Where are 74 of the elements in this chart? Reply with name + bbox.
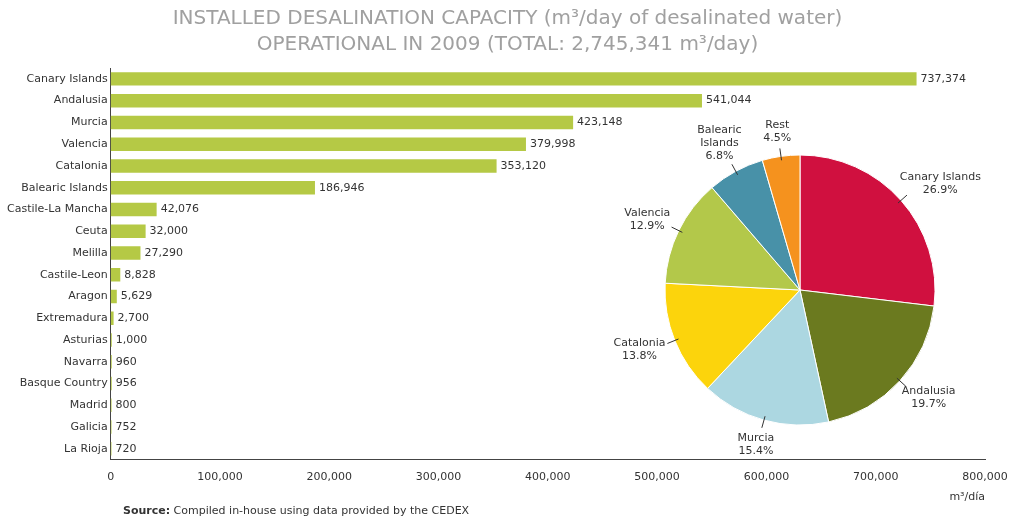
data-label: 960 (115, 354, 137, 368)
data-label: 27,290 (144, 245, 183, 259)
x-tick-label: 300,000 (415, 470, 462, 484)
y-tick-label: Canary Islands (26, 71, 108, 85)
bar (110, 159, 497, 173)
x-tick-label: 700,000 (852, 470, 899, 484)
slice-label: Balearic Islands (697, 123, 742, 150)
y-tick-label: Castile-Leon (39, 267, 108, 281)
bar (110, 246, 141, 260)
chart-title: INSTALLED DESALINATION CAPACITY (m³/day of desalinated water) OPERATIONAL IN 2009 (TOTAL: 2,745,341 m³/day) (171, 4, 844, 56)
bar (110, 289, 117, 304)
data-label: 752 (115, 419, 137, 433)
bar (110, 180, 315, 195)
data-label: 737,374 (920, 71, 967, 85)
x-tick-label: 500,000 (634, 470, 680, 484)
bar (110, 72, 917, 86)
bar (110, 137, 526, 151)
slice-label: Canary Islands (899, 170, 982, 184)
data-label: 186,946 (318, 180, 365, 194)
x-tick-label: 600,000 (743, 470, 790, 484)
x-axis-title: m³/día (949, 490, 985, 504)
y-tick-label: Galicia (70, 419, 108, 433)
data-label: 4.5% (763, 130, 792, 144)
data-label: 379,998 (529, 137, 576, 150)
bar (110, 311, 114, 325)
y-tick-label: Balearic Islands (21, 180, 108, 194)
bar (110, 202, 157, 217)
x-tick-label: 800,000 (962, 470, 1008, 484)
data-label: 423,148 (577, 115, 623, 129)
data-label: 2,700 (117, 311, 150, 325)
bar (110, 267, 121, 282)
x-tick-label: 400,000 (525, 470, 571, 484)
x-tick-label: 200,000 (306, 470, 352, 484)
y-tick-label: Murcia (71, 115, 108, 129)
data-label: 42,076 (160, 202, 200, 216)
slice-label: Rest (765, 117, 790, 131)
data-label: 8,828 (124, 267, 156, 281)
y-tick-label: Aragon (68, 289, 108, 303)
data-label: 720 (115, 441, 137, 455)
data-label: 26.9% (922, 183, 958, 197)
data-label: 13.8% (622, 349, 658, 363)
y-tick-label: Ceuta (75, 224, 108, 238)
y-tick-label: Castile-La Mancha (6, 202, 108, 216)
data-label: 15.4% (738, 443, 774, 457)
y-tick-label: La Rioja (64, 441, 108, 455)
slice-label: Andalusia (901, 384, 956, 398)
y-tick-label: Andalusia (53, 93, 108, 107)
data-label: 800 (115, 398, 137, 412)
slice-label: Murcia (737, 430, 775, 444)
data-label: 19.7% (911, 397, 947, 411)
data-label: 5,629 (120, 289, 153, 303)
data-label: 6.8% (705, 149, 734, 163)
bar (110, 93, 702, 108)
y-tick-label: Catalonia (55, 158, 108, 172)
y-tick-label: Basque Country (19, 376, 109, 390)
x-tick-label: 100,000 (197, 470, 243, 484)
bar (110, 224, 146, 238)
data-label: 353,120 (500, 158, 547, 172)
x-tick-label: 0 (107, 470, 115, 484)
y-tick-label: Melilla (72, 245, 108, 259)
data-label: 12.9% (629, 218, 665, 232)
slice-label: Valencia (624, 205, 671, 219)
bar (110, 115, 574, 130)
y-tick-label: Valencia (61, 137, 108, 150)
data-label: 32,000 (149, 224, 189, 238)
data-label: 1,000 (115, 332, 148, 346)
data-label: 541,044 (705, 93, 752, 107)
y-tick-label: Asturias (63, 332, 108, 346)
y-tick-label: Extremadura (36, 311, 108, 325)
slice-label: Catalonia (613, 336, 666, 350)
source-note: Source: Compiled in-house using data provided by the CEDEX (123, 504, 470, 517)
y-tick-label: Navarra (63, 354, 108, 368)
data-label: 956 (115, 376, 137, 390)
y-tick-label: Madrid (69, 398, 108, 412)
